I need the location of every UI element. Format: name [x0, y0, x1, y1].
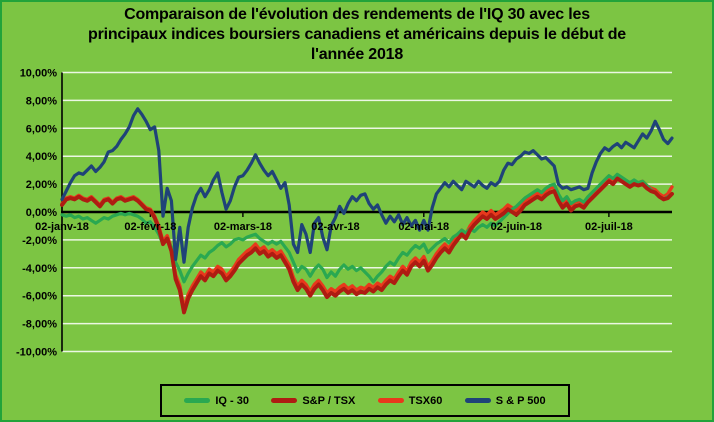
legend-label-s-p-500: S & P 500 — [495, 394, 546, 407]
legend-label-s-p-tsx: S&P / TSX — [302, 394, 356, 407]
legend-swatch-iq-30 — [184, 398, 211, 403]
legend-item-s-p-500: S & P 500 — [464, 394, 546, 407]
series-line-s-p-500 — [60, 107, 674, 264]
y-axis-label: 4,00% — [26, 151, 57, 163]
y-axis-label: -2,00% — [22, 235, 57, 247]
y-axis-label: 0,00% — [26, 207, 57, 219]
x-axis-label: 02-févr-18 — [124, 221, 176, 233]
x-axis-label: 02-mars-18 — [214, 221, 272, 233]
y-axis-label: -10,00% — [16, 347, 57, 359]
legend: IQ - 30 S&P / TSX TSX60 S & P 500 — [160, 384, 570, 417]
legend-label-tsx60: TSX60 — [408, 394, 443, 407]
y-axis-label: -6,00% — [22, 291, 57, 303]
y-axis-label: -4,00% — [22, 263, 57, 275]
legend-item-tsx60: TSX60 — [377, 394, 443, 407]
x-axis-label: 02-juin-18 — [491, 221, 542, 233]
legend-swatch-s-p-500 — [464, 398, 491, 403]
legend-label-iq-30: IQ - 30 — [215, 394, 249, 407]
y-axis-label: 2,00% — [26, 179, 57, 191]
series-line-s-p-tsx — [60, 176, 674, 315]
y-axis-label: -8,00% — [22, 319, 57, 331]
x-axis-label: 02-avr-18 — [311, 221, 359, 233]
x-axis-label: 02-janv-18 — [35, 221, 89, 233]
legend-swatch-tsx60 — [377, 398, 404, 403]
legend-swatch-s-p-tsx — [271, 398, 298, 403]
y-axis-label: 6,00% — [26, 123, 57, 135]
x-axis-label: 02-mai-18 — [398, 221, 449, 233]
legend-item-s-p-tsx: S&P / TSX — [271, 395, 355, 407]
y-axis-label: 10,00% — [20, 68, 58, 80]
chart-title: Comparaison de l'évolution des rendement… — [88, 6, 626, 63]
y-axis-label: 8,00% — [26, 95, 57, 107]
x-axis-label: 02-juil-18 — [585, 221, 633, 233]
legend-item-iq-30: IQ - 30 — [184, 395, 249, 407]
